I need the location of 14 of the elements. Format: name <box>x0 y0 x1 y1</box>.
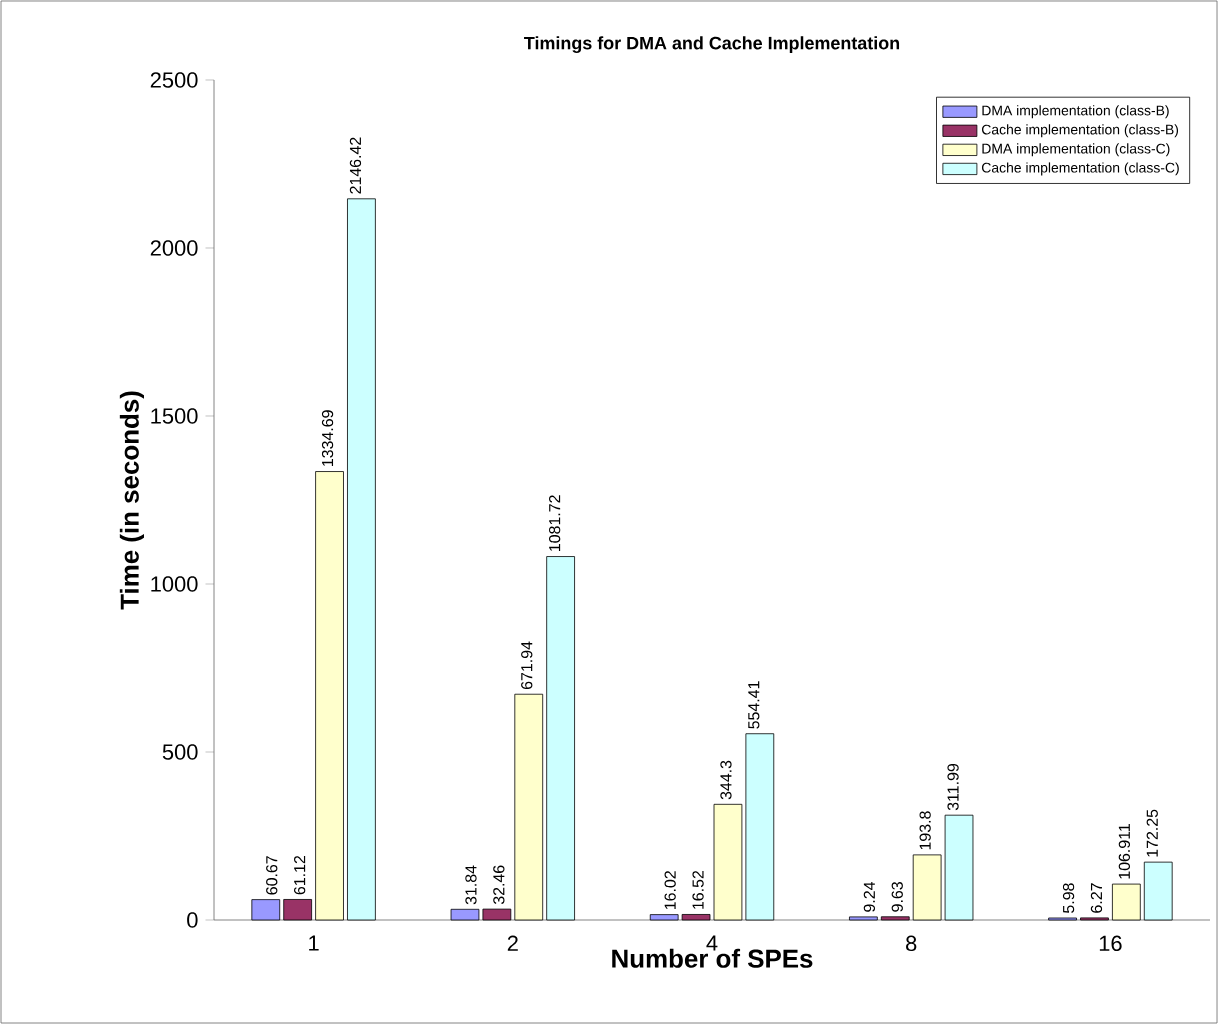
x-tick-label: 4 <box>706 935 718 951</box>
x-tick-label: 2 <box>507 935 518 951</box>
y-tick-label: 500 <box>162 744 198 760</box>
y-tick-label: 1000 <box>151 576 198 592</box>
x-tick-label: 1 <box>309 935 319 951</box>
x-tick-label: 16 <box>1099 935 1122 952</box>
x-tick-label: 8 <box>906 935 917 952</box>
x-axis-title: Number of SPEs <box>612 948 813 968</box>
chart-title: Timings for DMA and Cache Implementation <box>524 36 900 54</box>
y-tick-label: 1500 <box>151 408 198 424</box>
y-tick-label: 2000 <box>150 240 198 256</box>
y-tick-label: 2500 <box>150 72 198 88</box>
y-axis-title: Time (in seconds) <box>119 391 144 610</box>
y-tick-label: 0 <box>187 912 198 928</box>
